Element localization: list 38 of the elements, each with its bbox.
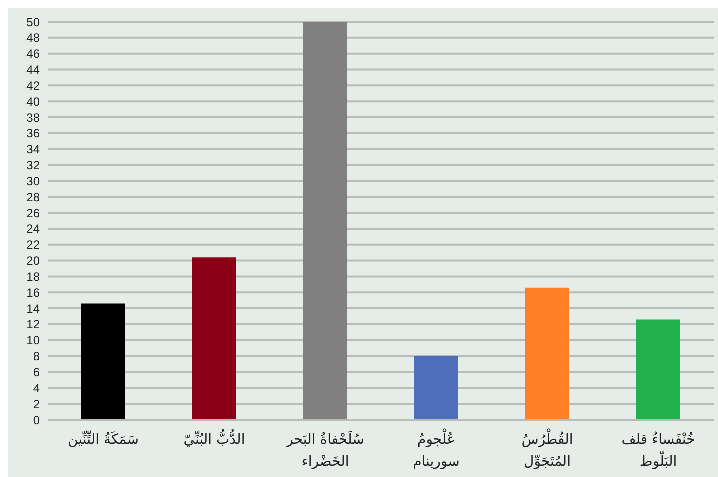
y-tick-label: 36 <box>26 126 40 141</box>
x-tick-label: عُلْجومُ سورينام <box>413 428 460 470</box>
y-tick-label: 32 <box>26 158 40 173</box>
y-tick-label: 40 <box>26 94 40 109</box>
y-tick-label: 10 <box>26 334 40 348</box>
y-tick-label: 20 <box>26 254 40 268</box>
bar <box>525 288 570 420</box>
bar <box>192 258 236 420</box>
y-tick-label: 8 <box>33 350 40 364</box>
bar <box>414 356 458 420</box>
bar <box>636 320 680 420</box>
y-tick-label: 22 <box>26 238 40 252</box>
bar <box>303 22 348 420</box>
x-tick-label: القُطْرُسُ المُتَجَوِّل <box>522 428 574 470</box>
y-tick-label: 46 <box>26 47 40 62</box>
x-tick-label: خُنْفَساءُ قلف البَلّوط <box>622 431 696 470</box>
y-tick-label: 34 <box>26 142 40 157</box>
x-tick-label: الدُّبُّ البُنِّيّ <box>184 428 246 448</box>
y-tick-label: 48 <box>26 31 40 46</box>
y-tick-label: 18 <box>26 270 40 284</box>
y-tick-label: 4 <box>33 381 40 396</box>
y-tick-label: 26 <box>26 206 40 220</box>
y-tick-label: 42 <box>26 78 40 93</box>
y-tick-label: 50 <box>26 15 40 30</box>
y-tick-label: 44 <box>26 63 40 78</box>
x-tick-label: سُلَحْفاةُ البَحر الخَضْراء <box>286 430 364 470</box>
y-tick-label: 38 <box>26 110 40 125</box>
y-tick-label: 14 <box>26 302 40 316</box>
bar <box>81 304 126 420</box>
y-tick-label: 28 <box>26 190 40 204</box>
x-tick-label: سَمَكَةُ التِّنِّين <box>68 430 139 448</box>
y-tick-label: 16 <box>26 286 40 300</box>
y-tick-label: 12 <box>26 318 40 332</box>
y-tick-label: 0 <box>33 413 40 428</box>
y-tick-label: 2 <box>33 397 40 412</box>
y-tick-label: 30 <box>26 174 40 188</box>
y-tick-label: 24 <box>26 222 40 236</box>
y-tick-label: 6 <box>33 366 40 380</box>
